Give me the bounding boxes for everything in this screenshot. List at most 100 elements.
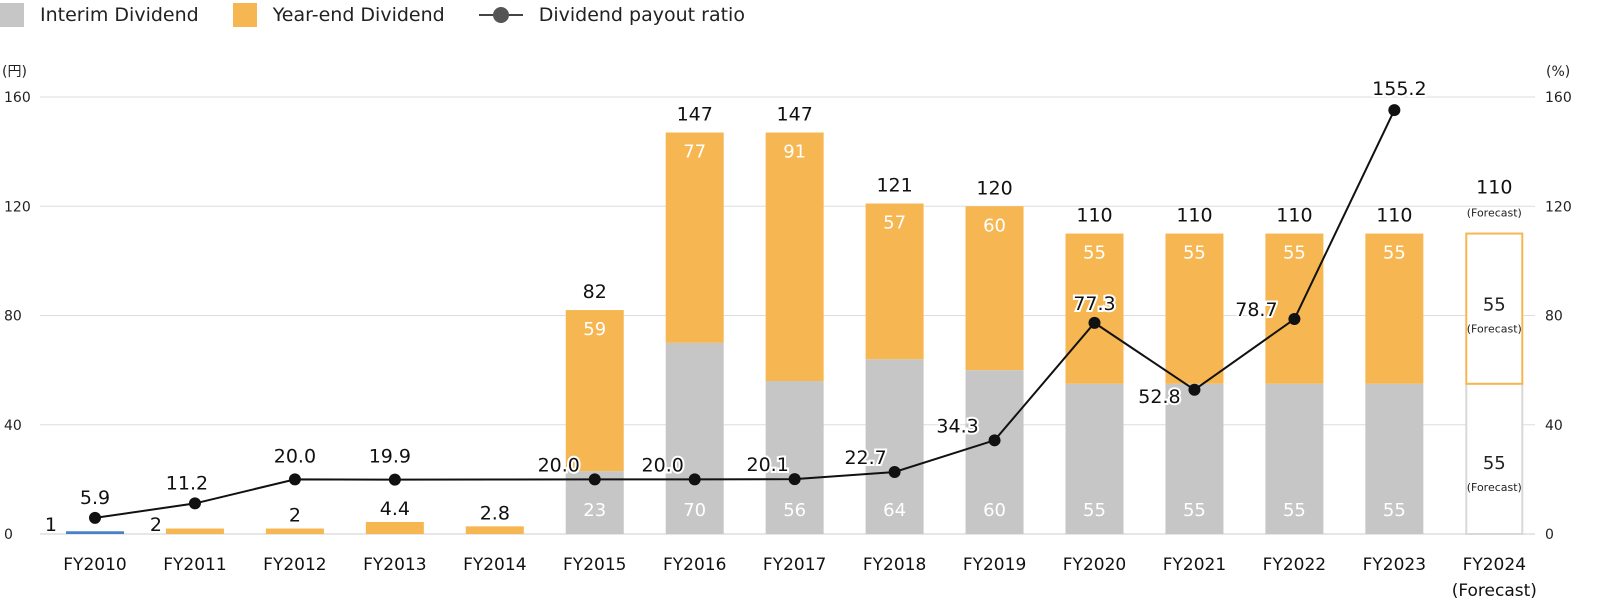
total-value-label: 110 [1076, 205, 1112, 227]
total-value-label: 121 [876, 175, 912, 197]
yearend-bar [565, 310, 624, 472]
interim-bar [865, 359, 924, 534]
payout-ratio-label: 78.7 [1235, 299, 1277, 321]
yearend-bar [1265, 233, 1324, 384]
payout-ratio-label: 20.1 [746, 454, 788, 476]
yearend-value-label: 77 [683, 142, 706, 163]
payout-ratio-label: 11.2 [166, 472, 208, 494]
total-value-label: 110 [1476, 177, 1512, 199]
total-value-label: 110 [1176, 205, 1212, 227]
yearend-bar [1365, 233, 1424, 384]
payout-ratio-label: 34.3 [936, 415, 978, 437]
interim-value-label: 55 [1483, 453, 1506, 474]
payout-ratio-point [788, 473, 801, 486]
right-tick-label: 120 [1545, 199, 1572, 215]
x-category-label: FY2018 [863, 555, 926, 575]
payout-ratio-line [94, 109, 1396, 519]
legend-yearend-label: Year-end Dividend [272, 4, 445, 26]
yearend-bar [1165, 233, 1224, 384]
yearend-value-label: 55 [1283, 243, 1306, 264]
yearend-bar [265, 528, 324, 534]
x-category-sublabel: (Forecast) [1452, 581, 1537, 601]
payout-ratio-point [1388, 104, 1401, 117]
yearend-value-label: 59 [583, 319, 606, 340]
payout-ratio-label: 52.8 [1138, 386, 1180, 408]
payout-ratio-point [188, 497, 201, 510]
x-category-label: FY2022 [1263, 555, 1326, 575]
left-tick-label: 160 [4, 90, 31, 106]
yearend-bar [165, 528, 224, 534]
payout-ratio-point [588, 473, 601, 486]
yearend-value-label: 55 [1383, 243, 1406, 264]
left-tick-label: 40 [4, 418, 22, 434]
payout-ratio-label: 19.9 [369, 446, 411, 468]
right-tick-label: 40 [1545, 418, 1563, 434]
left-axis-unit: (円) [2, 64, 27, 80]
right-tick-label: 160 [1545, 90, 1572, 106]
yearend-bar [965, 206, 1024, 371]
interim-bar-forecast [1465, 382, 1524, 535]
interim-bar [665, 342, 724, 534]
left-tick-label: 80 [4, 309, 22, 325]
yearend-value-label: 55 [1083, 243, 1106, 264]
interim-value-label: 23 [583, 500, 606, 521]
payout-ratio-label: 20.0 [642, 454, 684, 476]
yearend-bar [365, 521, 424, 534]
payout-ratio-point [288, 473, 301, 486]
yearend-bar [865, 203, 924, 360]
payout-ratio-point [89, 511, 101, 524]
x-category-label: FY2013 [363, 555, 426, 575]
payout-ratio-label: 77.3 [1073, 293, 1115, 315]
interim-swatch [0, 3, 24, 27]
total-value-label: 120 [976, 177, 1012, 199]
legend-interim-label: Interim Dividend [40, 4, 199, 26]
yearend-value-label: 55 [1483, 295, 1506, 316]
payout-ratio-label: 20.0 [538, 454, 580, 476]
ratio-line-icon [478, 3, 523, 27]
total-value-label: 2.8 [480, 502, 510, 524]
yearend-bar-forecast [1465, 232, 1524, 385]
interim-value-label: 56 [783, 500, 806, 521]
payout-ratio-label: 5.9 [80, 487, 110, 509]
payout-ratio-point [988, 434, 1001, 447]
yearend-bar [1065, 233, 1124, 384]
total-value-label: 147 [777, 104, 813, 126]
interim-bar [1065, 383, 1124, 534]
forecast-note: (Forecast) [1467, 323, 1522, 336]
interim-value-label: 55 [1283, 500, 1306, 521]
interim-bar [965, 370, 1024, 534]
x-category-label: FY2011 [163, 555, 226, 575]
x-category-label: FY2020 [1063, 555, 1126, 575]
total-value-label: 4.4 [380, 498, 410, 520]
x-category-label: FY2021 [1163, 555, 1226, 575]
interim-value-label: 55 [1083, 500, 1106, 521]
interim-bar [1265, 383, 1324, 534]
x-category-label: FY2016 [663, 555, 726, 575]
payout-ratio-point [888, 466, 901, 479]
right-tick-label: 80 [1545, 309, 1563, 325]
left-tick-label: 0 [4, 527, 13, 543]
forecast-note: (Forecast) [1467, 481, 1522, 494]
x-category-label: FY2014 [463, 555, 526, 575]
interim-value-label: 60 [983, 500, 1006, 521]
payout-ratio-point [1188, 383, 1201, 396]
yearend-bar [465, 526, 524, 534]
yearend-bar [66, 531, 124, 534]
yearend-value-label: 55 [1183, 243, 1206, 264]
total-value-label: 147 [677, 104, 713, 126]
interim-value-label: 55 [1183, 500, 1206, 521]
yearend-value-label: 91 [783, 142, 806, 163]
payout-ratio-point [688, 473, 701, 486]
total-value-label: 1 [45, 514, 57, 536]
total-value-label: 110 [1376, 205, 1412, 227]
total-value-label: 110 [1276, 205, 1312, 227]
legend-ratio: Dividend payout ratio [478, 3, 745, 27]
interim-bar [1365, 383, 1424, 534]
right-axis-unit: (%) [1546, 64, 1570, 80]
legend-interim: Interim Dividend [0, 3, 199, 27]
payout-ratio-point [1088, 316, 1101, 329]
forecast-note: (Forecast) [1467, 207, 1522, 220]
x-category-label: FY2023 [1363, 555, 1426, 575]
x-category-label: FY2012 [263, 555, 326, 575]
